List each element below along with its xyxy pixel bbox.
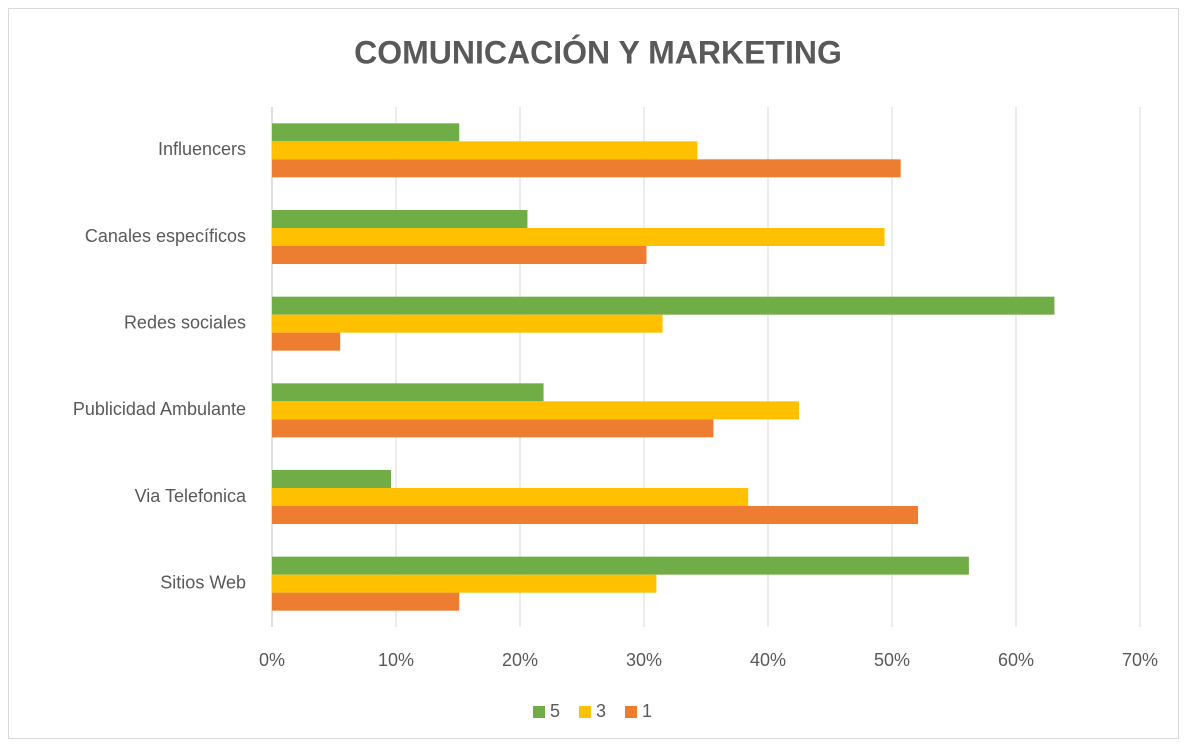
x-tick-label: 20% (502, 650, 538, 670)
legend-label: 1 (642, 701, 652, 721)
bar (272, 383, 544, 402)
legend-label: 3 (596, 701, 606, 721)
x-tick-label: 60% (998, 650, 1034, 670)
bar (272, 210, 528, 228)
bar (272, 159, 901, 178)
y-tick-label: Canales específicos (85, 226, 246, 246)
bar (272, 488, 749, 506)
bar (272, 506, 919, 524)
bar (272, 592, 460, 611)
x-tick-label: 30% (626, 650, 662, 670)
x-tick-label: 70% (1122, 650, 1158, 670)
legend-swatch (533, 706, 545, 718)
chart-title: COMUNICACIÓN Y MARKETING (354, 34, 842, 70)
bar (272, 419, 714, 438)
bar (272, 246, 647, 264)
bar (272, 123, 460, 142)
bar (272, 574, 657, 593)
bar (272, 556, 969, 575)
x-tick-label: 50% (874, 650, 910, 670)
legend-swatch (579, 706, 591, 718)
bar (272, 228, 885, 246)
y-tick-label: Redes sociales (124, 312, 246, 332)
legend-swatch (625, 706, 637, 718)
legend-label: 5 (550, 701, 560, 721)
bar (272, 332, 341, 351)
x-tick-label: 10% (378, 650, 414, 670)
y-tick-label: Influencers (158, 139, 246, 159)
bar (272, 141, 698, 160)
bar (272, 314, 663, 333)
x-tick-label: 0% (259, 650, 285, 670)
chart-border (8, 8, 1179, 739)
y-tick-label: Via Telefonica (135, 486, 247, 506)
bar (272, 401, 799, 420)
y-tick-label: Publicidad Ambulante (73, 399, 246, 419)
bar (272, 470, 392, 488)
bar (272, 296, 1055, 315)
y-tick-label: Sitios Web (160, 572, 246, 592)
x-tick-label: 40% (750, 650, 786, 670)
